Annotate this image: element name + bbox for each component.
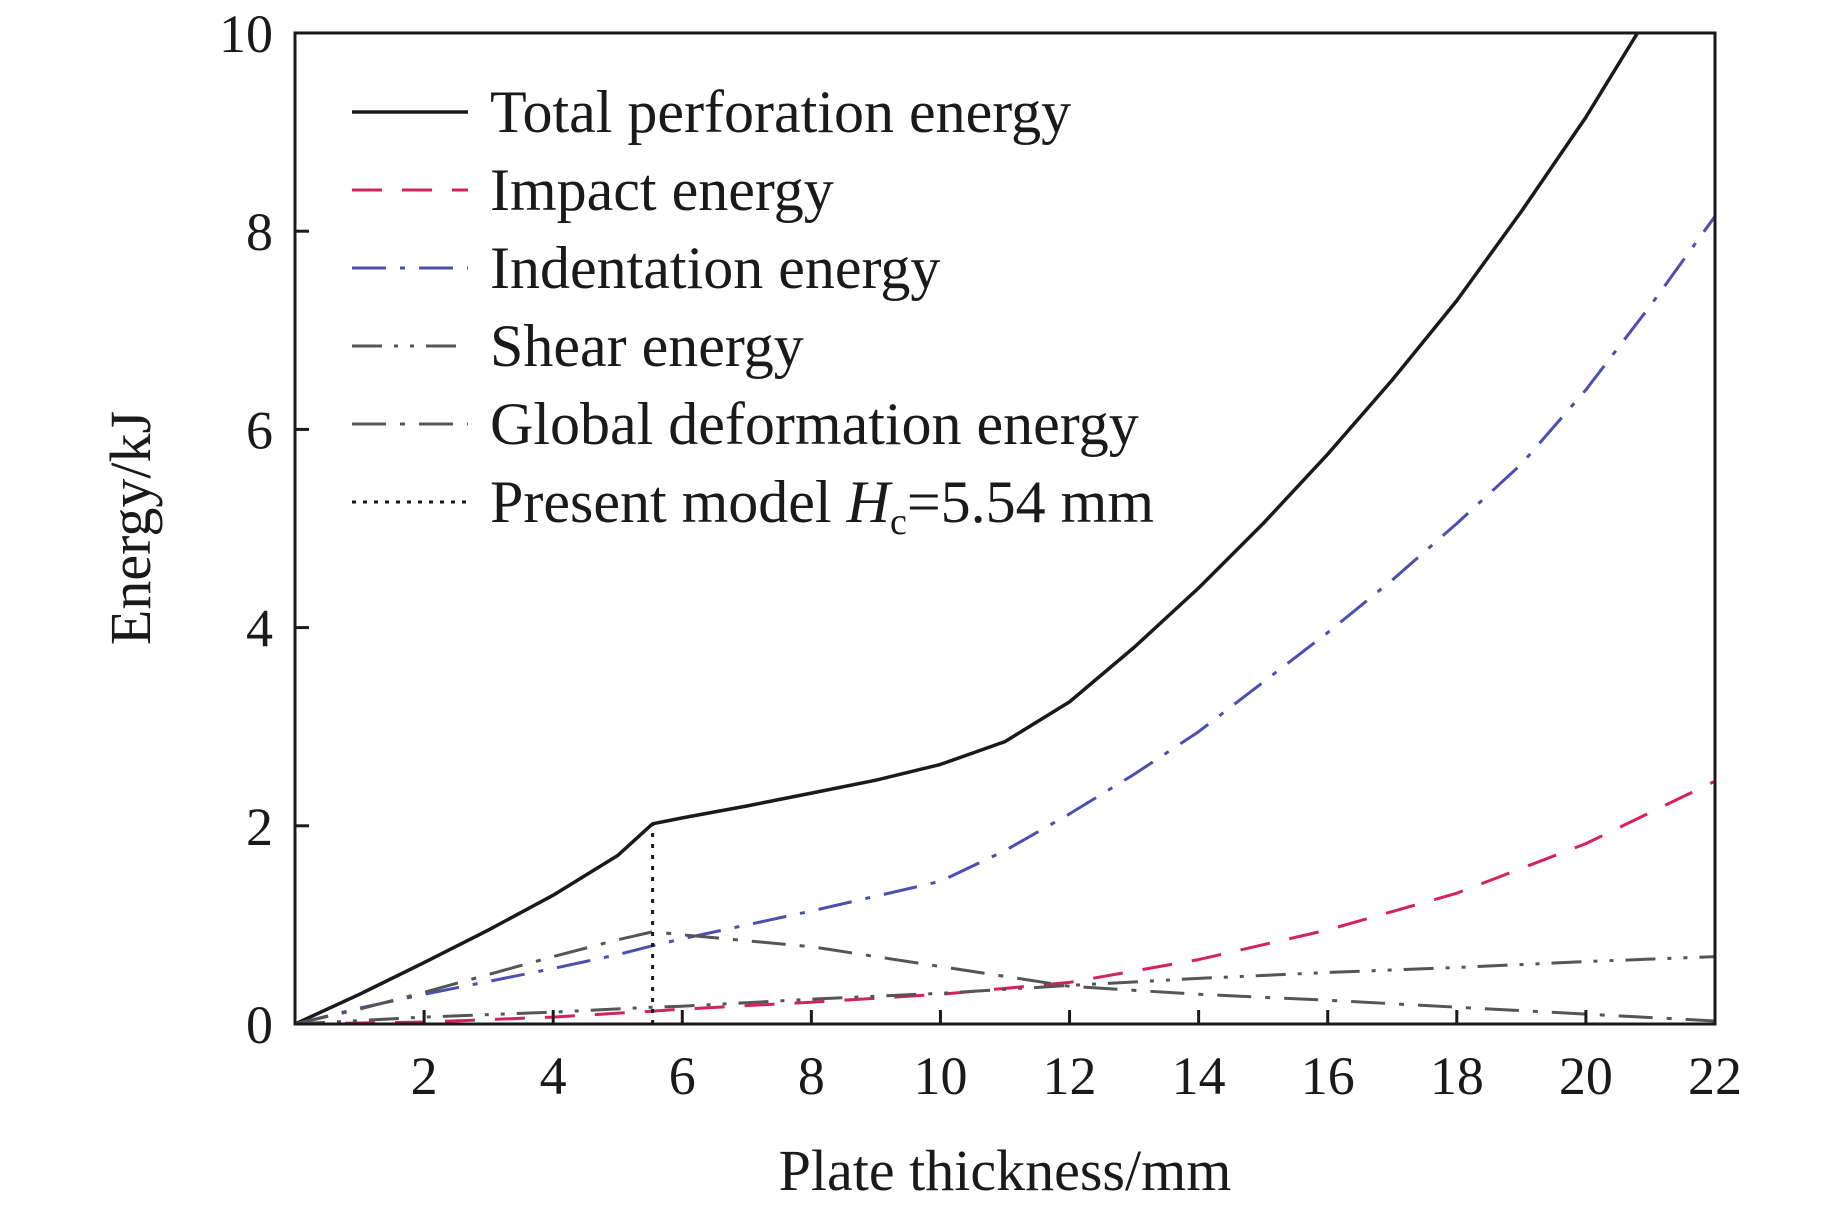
x-tick-label: 6 bbox=[669, 1046, 696, 1106]
y-tick-label: 2 bbox=[246, 797, 273, 857]
series-line-impact-energy bbox=[295, 779, 1715, 1024]
x-tick-label: 20 bbox=[1559, 1046, 1613, 1106]
legend-label-indentation-energy: Indentation energy bbox=[490, 235, 940, 301]
y-axis-label: Energy/kJ bbox=[98, 411, 163, 645]
legend: Total perforation energy Impact energy Ind… bbox=[352, 79, 1154, 543]
y-tick-label: 10 bbox=[219, 4, 273, 64]
legend-label-total-perforation-energy: Total perforation energy bbox=[490, 79, 1071, 145]
y-tick-label: 8 bbox=[246, 202, 273, 262]
x-tick-label: 8 bbox=[798, 1046, 825, 1106]
series-line-shear-energy bbox=[295, 955, 1715, 1024]
y-tick-label: 4 bbox=[246, 599, 273, 659]
legend-label-impact-energy: Impact energy bbox=[490, 157, 834, 223]
series-line-global-deformation-energy bbox=[295, 930, 1715, 1024]
legend-label-present-model-h-c-5-54-mm: Present model Hc=5.54 mm bbox=[490, 469, 1154, 543]
legend-label-global-deformation-energy: Global deformation energy bbox=[490, 391, 1139, 457]
x-tick-label: 18 bbox=[1430, 1046, 1484, 1106]
plot-frame bbox=[293, 31, 1717, 1026]
x-tick-label: 10 bbox=[913, 1046, 967, 1106]
x-tick-label: 2 bbox=[411, 1046, 438, 1106]
y-tick-label: 6 bbox=[246, 400, 273, 460]
x-axis-label: Plate thickness/mm bbox=[779, 1138, 1232, 1203]
x-tick-label: 4 bbox=[540, 1046, 567, 1106]
tick-layer: 2 4 6 8 10 12 14 16 18 20 22 0 2 4 6 8 10 bbox=[219, 4, 1742, 1106]
series-line-indentation-energy bbox=[295, 215, 1715, 1024]
x-tick-label: 16 bbox=[1301, 1046, 1355, 1106]
x-tick-label: 12 bbox=[1043, 1046, 1097, 1106]
series-line-total-perforation-energy bbox=[295, 33, 1639, 1024]
y-tick-label: 0 bbox=[246, 995, 273, 1055]
x-tick-label: 14 bbox=[1172, 1046, 1226, 1106]
x-tick-label: 22 bbox=[1688, 1046, 1742, 1106]
legend-label-shear-energy: Shear energy bbox=[490, 313, 804, 379]
